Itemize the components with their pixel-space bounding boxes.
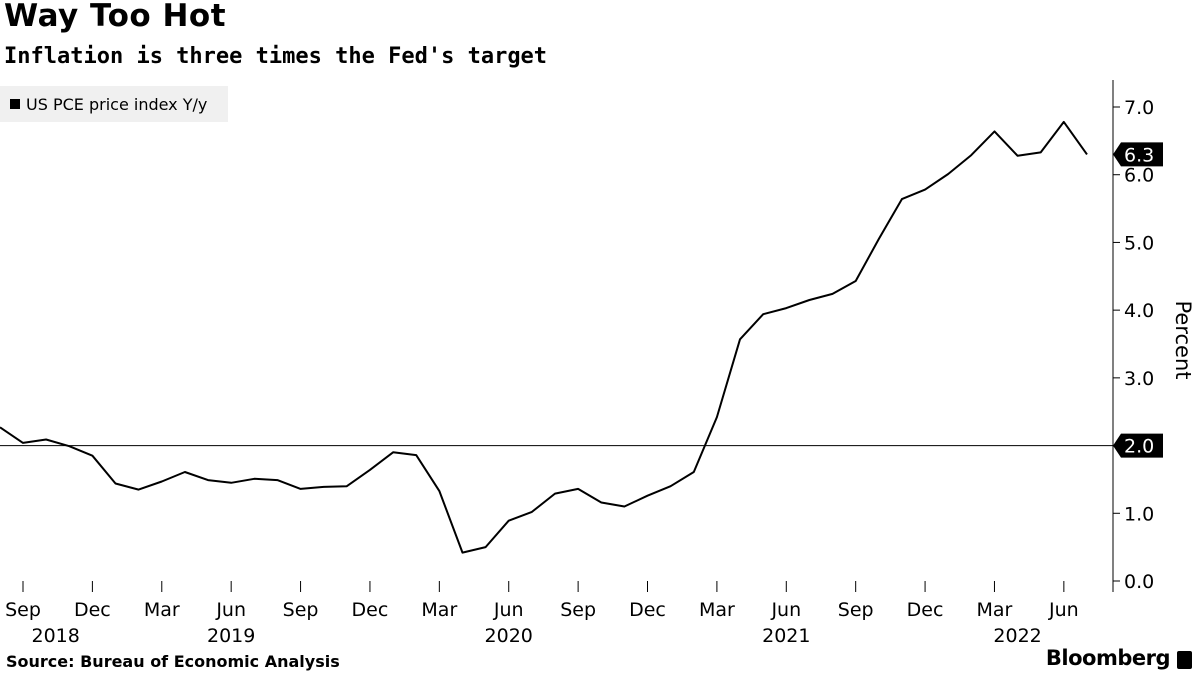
last-value-tag-text: 6.3	[1124, 144, 1154, 166]
chart-title: Way Too Hot	[4, 0, 227, 34]
x-year-label: 2020	[485, 625, 533, 647]
x-year-label: 2022	[993, 625, 1041, 647]
y-axis-label: Percent	[1171, 300, 1195, 379]
x-tick-label: Sep	[838, 599, 874, 621]
y-tick-label: 6.0	[1124, 165, 1154, 187]
x-tick-label: Mar	[421, 599, 457, 621]
x-tick-label: Jun	[215, 599, 246, 621]
x-tick-label: Jun	[1048, 599, 1079, 621]
series-line-pce	[0, 120, 1088, 554]
x-tick-label: Jun	[770, 599, 801, 621]
x-year-label: 2019	[207, 625, 255, 647]
bloomberg-logo: Bloomberg	[1045, 646, 1171, 670]
x-tick-label: Dec	[907, 599, 944, 621]
x-tick-label: Mar	[699, 599, 735, 621]
last-value-tag-box	[1113, 142, 1163, 167]
x-tick-label: Dec	[352, 599, 389, 621]
target-value-tag-text: 2.0	[1124, 436, 1154, 458]
x-year-label: 2021	[762, 625, 810, 647]
chart-subtitle: Inflation is three times the Fed's targe…	[4, 44, 548, 69]
target-value-tag: 2.0	[1113, 433, 1163, 458]
y-tick-label: 1.0	[1124, 503, 1154, 525]
target-value-tag-box	[1113, 433, 1163, 458]
x-tick-label: Sep	[283, 599, 319, 621]
x-year-label: 2018	[32, 625, 80, 647]
plot-area: 2.0 6.3	[0, 120, 1163, 554]
last-value-tag: 6.3	[1113, 142, 1163, 167]
legend-swatch	[10, 99, 20, 109]
y-tick-label: 4.0	[1124, 300, 1154, 322]
y-tick-label: 0.0	[1124, 571, 1154, 593]
x-tick-label: Mar	[977, 599, 1013, 621]
source-note: Source: Bureau of Economic Analysis	[6, 652, 340, 671]
x-tick-label: Sep	[5, 599, 41, 621]
x-tick-label: Mar	[144, 599, 180, 621]
x-tick-label: Dec	[629, 599, 666, 621]
y-tick-label: 7.0	[1124, 97, 1154, 119]
x-tick-label: Sep	[560, 599, 596, 621]
legend: US PCE price index Y/y	[0, 86, 228, 122]
y-tick-label: 5.0	[1124, 232, 1154, 254]
x-axis: Sep Dec Mar Jun Sep Dec Mar Jun Sep Dec Mar Jun Sep D…	[5, 581, 1079, 647]
bloomberg-chart-icon	[1177, 651, 1192, 669]
y-tick-label: 3.0	[1124, 368, 1154, 390]
x-tick-label: Jun	[493, 599, 524, 621]
legend-label: US PCE price index Y/y	[26, 94, 208, 114]
x-tick-label: Dec	[74, 599, 111, 621]
